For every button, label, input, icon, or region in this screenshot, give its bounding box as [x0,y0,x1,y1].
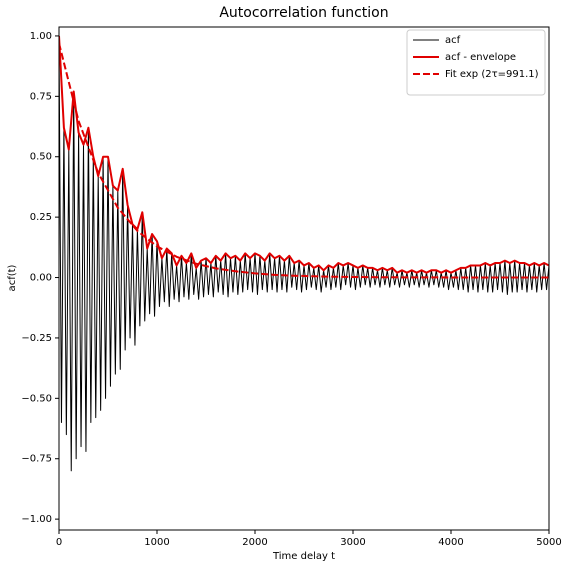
x-tick-label: 2000 [242,537,267,548]
series-line [59,42,549,279]
y-tick-label: −0.25 [21,333,52,344]
legend-label: acf [445,35,461,46]
x-tick-label: 1000 [144,537,169,548]
y-tick-label: −1.00 [21,514,52,525]
x-tick-label: 0 [56,537,62,548]
y-tick-label: −0.50 [21,393,52,404]
y-tick-label: 0.75 [30,91,52,102]
plot-area [59,35,549,472]
x-axis-label: Time delay t [272,551,335,562]
legend-box [406,29,546,96]
legend-label: Fit exp (2τ=991.1) [445,69,539,80]
chart-title: Autocorrelation function [219,5,388,21]
series-line [59,35,549,274]
y-tick-label: 0.00 [30,273,52,284]
x-tick-label: 4000 [438,537,463,548]
x-tick-label: 5000 [536,537,561,548]
axes-frame [58,26,550,531]
y-tick-label: 0.25 [30,212,52,223]
y-tick-label: 0.50 [30,152,52,163]
y-axis-label: acf(t) [7,264,18,291]
y-tick-label: −0.75 [21,454,52,465]
legend-label: acf - envelope [445,52,516,63]
x-tick-label: 3000 [340,537,365,548]
y-tick-label: 1.00 [30,31,52,42]
